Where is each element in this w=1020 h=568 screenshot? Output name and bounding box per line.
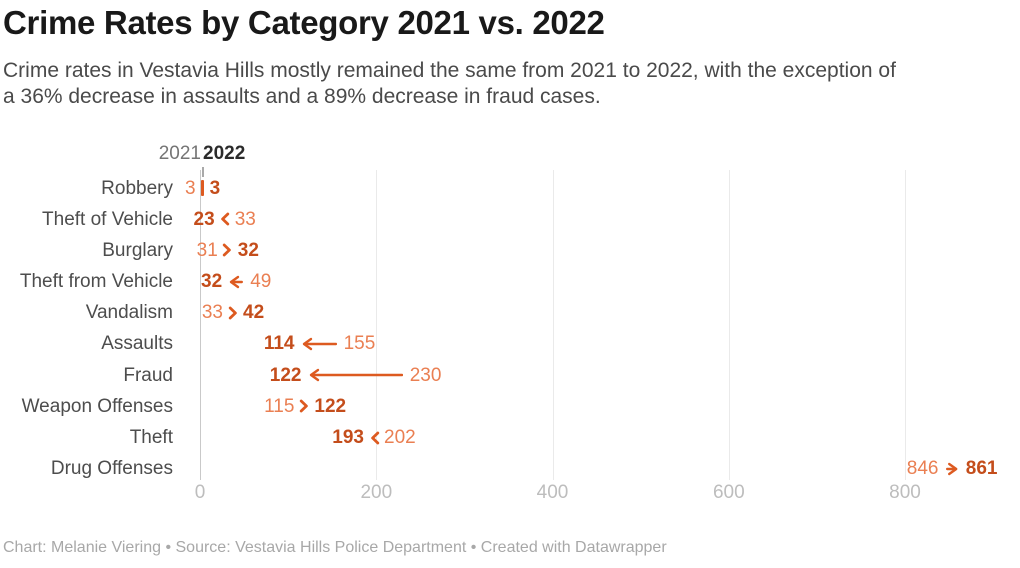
subtitle-line-2: a 36% decrease in assaults and a 89% dec…: [3, 85, 601, 108]
x-axis-tick-label: 400: [536, 482, 569, 503]
gridline-400: [552, 170, 554, 480]
category-label: Burglary: [102, 239, 173, 261]
value-2022-label: 193: [332, 427, 364, 448]
arrow-increase-icon: [945, 462, 957, 475]
chart-row-theft-from-vehicle: Theft from Vehicle 32 49: [0, 266, 1020, 297]
value-2022-label: 114: [263, 333, 295, 355]
chart-row-drug-offenses: Drug Offenses 846 861: [0, 453, 1020, 484]
value-2022-label: 42: [243, 302, 265, 324]
value-2022-label: 861: [965, 458, 998, 480]
value-2022-label: 32: [201, 271, 223, 293]
subtitle-line-1: Crime rates in Vestavia Hills mostly rem…: [3, 59, 896, 82]
value-2021-label: 33: [234, 208, 256, 230]
chevron-right-icon: [228, 306, 237, 320]
no-change-bar: [201, 180, 205, 197]
chart-title: Crime Rates by Category 2021 vs. 2022: [3, 4, 605, 41]
value-2021-label: 846: [906, 458, 939, 480]
category-label: Theft: [129, 427, 173, 448]
x-axis-tick-label: 800: [889, 482, 921, 503]
x-axis-tick-label: 600: [712, 482, 745, 503]
chart-row-theft-of-vehicle: Theft of Vehicle 23 33: [0, 204, 1020, 235]
value-2021-label: 49: [250, 271, 272, 293]
category-label: Robbery: [101, 177, 173, 199]
chart-legend: 2021 2022: [0, 143, 1020, 165]
category-label: Fraud: [123, 364, 173, 386]
value-2021-label: 230: [409, 364, 442, 386]
gridline-200: [376, 170, 378, 480]
chart-row-robbery: Robbery 3 3: [0, 173, 1020, 204]
chevron-left-icon: [221, 212, 230, 226]
chart-rows: Robbery 3 3 Theft of Vehicle 23 33 Burglary 31 3…: [0, 173, 1020, 485]
gridline-800: [905, 170, 906, 480]
gridline-0: [200, 170, 201, 480]
legend-tick: [202, 167, 204, 177]
category-label: Assaults: [101, 333, 173, 355]
chart-row-theft: Theft 193 202: [0, 422, 1020, 453]
category-label: Theft of Vehicle: [42, 208, 173, 230]
x-axis: 0 200 400 600 800: [0, 481, 1020, 505]
arrow-decrease-icon: [302, 337, 337, 351]
chevron-right-icon: [223, 244, 232, 257]
value-2022-label: 23: [193, 208, 215, 230]
value-2021-label: 33: [201, 302, 223, 324]
x-axis-tick-label: 0: [194, 482, 206, 503]
x-axis-tick-label: 200: [360, 482, 393, 503]
arrow-decrease-icon: [229, 275, 244, 288]
arrow-decrease-icon: [309, 369, 403, 382]
value-2021-label: 3: [185, 177, 196, 199]
value-2022-label: 3: [209, 177, 221, 199]
value-2022-label: 32: [237, 239, 259, 261]
chevron-right-icon: [299, 400, 308, 413]
chart-row-assaults: Assaults 114 155: [0, 328, 1020, 359]
chart-footer: Chart: Melanie Viering • Source: Vestavi…: [3, 539, 667, 556]
chart-row-fraud: Fraud 122 230: [0, 360, 1020, 391]
value-2022-label: 122: [314, 395, 347, 417]
value-2021-label: 115: [264, 395, 295, 417]
category-label: Weapon Offenses: [21, 395, 173, 417]
value-2021-label: 31: [196, 239, 218, 261]
legend-label-2021: 2021: [158, 143, 201, 164]
chevron-left-icon: [370, 431, 379, 444]
chart-subtitle: Crime rates in Vestavia Hills mostly rem…: [3, 58, 1017, 110]
value-2021-label: 155: [343, 333, 376, 355]
chart-row-burglary: Burglary 31 32: [0, 235, 1020, 266]
value-2022-label: 122: [269, 364, 302, 386]
gridlines: [0, 170, 1020, 480]
arrow-chart: 2021 2022 Robbery 3 3 Theft of Vehicle 23 33 Bu…: [0, 143, 1020, 513]
chart-row-vandalism: Vandalism 33 42: [0, 297, 1020, 328]
category-label: Drug Offenses: [50, 458, 173, 480]
value-2021-label: 202: [384, 427, 416, 448]
category-label: Vandalism: [85, 302, 173, 324]
legend-label-2022: 2022: [203, 143, 246, 164]
gridline-600: [728, 170, 730, 480]
category-label: Theft from Vehicle: [19, 271, 173, 293]
chart-row-weapon-offenses: Weapon Offenses 115 122: [0, 391, 1020, 422]
